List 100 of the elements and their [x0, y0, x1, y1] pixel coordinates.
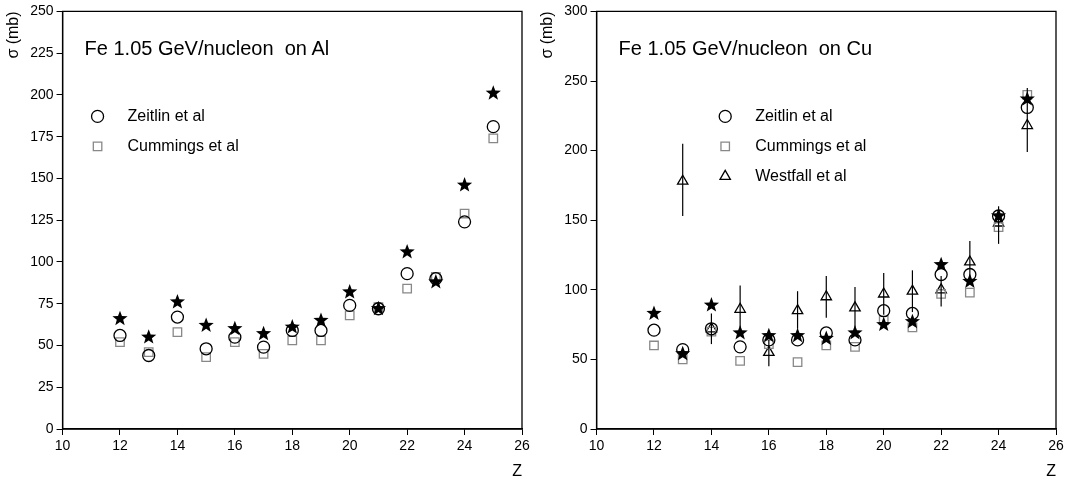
x-tick-label: 24: [456, 437, 473, 454]
point: [1021, 118, 1034, 130]
y-tick-label: 0: [45, 419, 54, 436]
point: [459, 208, 470, 219]
y-tick-label: 150: [564, 211, 588, 228]
y-tick-label: 175: [30, 127, 54, 144]
x-tick-label: 24: [990, 437, 1007, 454]
point: [964, 287, 975, 298]
point: [313, 312, 329, 327]
point: [936, 289, 947, 299]
y-tick-label: 200: [564, 141, 588, 158]
point: [763, 345, 775, 357]
point: [229, 337, 240, 348]
point: [935, 283, 947, 294]
point: [849, 301, 861, 312]
point: [762, 333, 776, 347]
y-tick-label: 200: [30, 85, 54, 102]
point: [142, 348, 156, 363]
x-tick-label: 10: [54, 437, 71, 454]
point: [649, 340, 659, 351]
point: [876, 316, 892, 332]
point: [172, 327, 183, 338]
point: [1019, 91, 1035, 106]
point: [820, 290, 833, 301]
y-tick-label: 50: [571, 350, 588, 367]
point: [732, 324, 748, 340]
point: [821, 340, 832, 351]
y-tick-label: 125: [30, 211, 54, 228]
point: [789, 327, 806, 343]
x-tick-label: 16: [761, 437, 777, 454]
point: [818, 330, 834, 345]
point: [964, 255, 976, 266]
x-tick-label: 16: [227, 437, 243, 454]
point: [907, 322, 918, 333]
text: Fe 1.05 GeV/nucleon on Cu: [618, 36, 873, 59]
point: [905, 306, 920, 321]
point: [169, 294, 186, 309]
point: [962, 273, 978, 288]
point: [284, 319, 300, 334]
point: [647, 323, 661, 337]
point: [933, 256, 949, 272]
point: [850, 341, 860, 352]
point: [316, 335, 326, 346]
point: [113, 328, 127, 343]
point: [314, 323, 328, 338]
point: [790, 333, 805, 347]
point: [675, 345, 691, 361]
x-tick-label: 10: [588, 437, 605, 454]
point: [676, 343, 690, 357]
point: [677, 354, 688, 365]
point: [486, 120, 500, 134]
y-tick-label: 250: [30, 2, 54, 19]
y-axis-title: σ (mb): [4, 11, 22, 59]
point: [706, 326, 717, 337]
point: [877, 304, 891, 318]
point: [343, 298, 357, 313]
x-tick-label: 22: [399, 437, 416, 454]
point: [646, 305, 662, 320]
point: [791, 304, 804, 315]
y-tick-label: 100: [30, 252, 54, 269]
point: [676, 174, 689, 185]
legend-label: Zeitlin et al: [755, 106, 833, 124]
x-tick-label: 26: [514, 437, 530, 454]
point: [344, 310, 355, 321]
point: [904, 313, 921, 329]
point: [848, 333, 862, 347]
point: [399, 243, 415, 259]
point: [342, 284, 358, 299]
point: [256, 340, 271, 354]
point: [906, 284, 919, 295]
point: [761, 327, 777, 343]
point: [258, 348, 269, 359]
y-tick-label: 25: [37, 378, 54, 395]
y-tick-label: 225: [30, 44, 54, 61]
point: [115, 337, 125, 348]
point: [201, 352, 212, 363]
x-tick-label: 22: [933, 437, 950, 454]
text: Fe 1.05 GeV/nucleon on Al: [84, 36, 330, 59]
x-tick-label: 20: [875, 437, 892, 454]
y-tick-label: 150: [30, 169, 54, 186]
point: [199, 342, 213, 356]
point: [198, 317, 214, 332]
y-tick-label: 50: [37, 336, 54, 353]
legend-label: Zeitlin et al: [127, 106, 205, 124]
x-tick-label: 18: [284, 437, 301, 454]
point: [170, 310, 185, 324]
point: [141, 329, 157, 344]
y-axis-title: σ (mb): [538, 11, 556, 59]
x-tick-label: 12: [112, 437, 128, 454]
x-tick-label: 14: [703, 437, 720, 454]
point: [488, 133, 499, 144]
x-tick-label: 14: [169, 437, 186, 454]
point: [457, 215, 472, 229]
y-tick-label: 300: [564, 2, 588, 19]
y-tick-label: 75: [37, 294, 54, 311]
point: [733, 340, 747, 354]
point: [400, 267, 414, 281]
point: [734, 302, 746, 313]
x-tick-label: 20: [341, 437, 358, 454]
y-tick-label: 250: [564, 71, 588, 88]
